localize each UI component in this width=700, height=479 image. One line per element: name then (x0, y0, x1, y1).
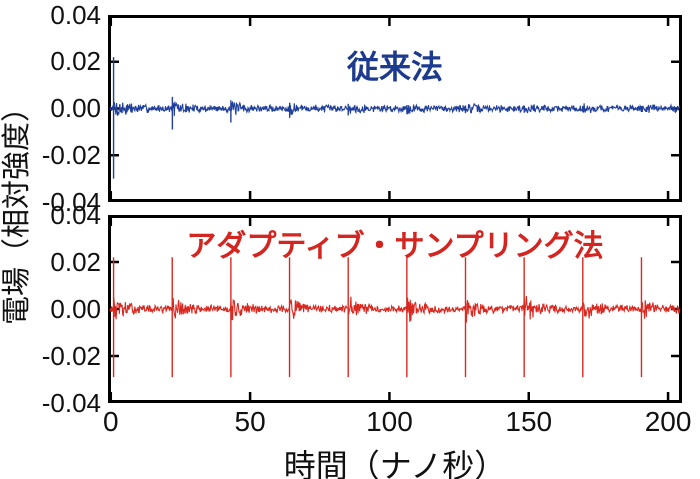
y-tick-label: -0.04 (41, 186, 101, 217)
x-tick-label: 0 (102, 406, 119, 437)
waveform-plot-adaptive (108, 215, 682, 403)
y-tick-label: 0.00 (50, 93, 101, 123)
y-tick-label: 0.00 (50, 293, 101, 324)
y-tick-label: 0.04 (50, 199, 101, 230)
y-tick-label: -0.02 (41, 340, 101, 371)
y-tick-label: 0.04 (50, 0, 101, 30)
waveform-plot-conventional (108, 15, 682, 202)
y-tick-label: -0.04 (41, 387, 101, 418)
x-axis-title: 時間（ナノ秒） (283, 448, 507, 479)
x-tick-label: 100 (366, 406, 413, 437)
y-tick-label: 0.02 (50, 46, 101, 77)
x-tick-label: 50 (234, 406, 266, 437)
x-tick-label: 200 (644, 406, 692, 437)
y-tick-label: -0.02 (41, 139, 101, 170)
y-tick-label: 0.02 (50, 246, 101, 277)
x-tick-label: 150 (505, 406, 553, 437)
